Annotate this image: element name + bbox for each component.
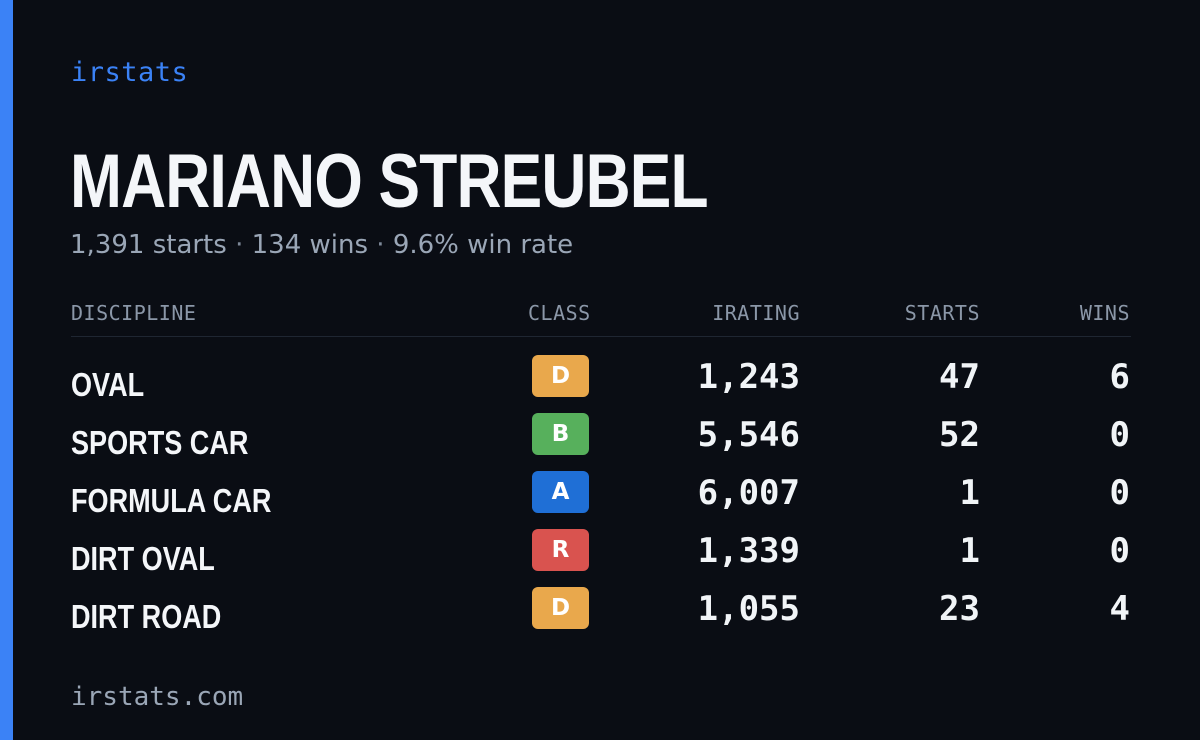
irating-value: 1,243 — [697, 357, 800, 397]
irating-value: 5,546 — [697, 415, 800, 455]
irating-value: 1,339 — [697, 531, 800, 571]
class-badge: D — [532, 355, 589, 397]
discipline-name: OVAL — [71, 366, 145, 403]
wins-value: 0 — [1109, 415, 1130, 455]
class-badge: D — [532, 587, 589, 629]
starts-value: 52 — [939, 415, 980, 455]
discipline-name: SPORTS CAR — [71, 424, 249, 461]
discipline-name: DIRT OVAL — [71, 540, 215, 577]
class-badge: A — [532, 471, 589, 513]
summary-separator: · — [376, 230, 385, 260]
total-starts: 1,391 starts — [70, 230, 227, 260]
brand-logo-text: irstats — [71, 57, 189, 88]
summary-separator: · — [235, 230, 244, 260]
starts-value: 1 — [959, 531, 980, 571]
discipline-name: DIRT ROAD — [71, 598, 222, 635]
discipline-table: DISCIPLINE CLASS IRATING STARTS WINS OVA… — [71, 298, 1131, 643]
class-badge: B — [532, 413, 589, 455]
table-body: OVAL D 1,243 47 6 SPORTS CAR B 5,546 52 … — [71, 353, 1131, 643]
irating-value: 1,055 — [697, 589, 800, 629]
total-wins: 134 wins — [251, 230, 369, 260]
header-starts: STARTS — [904, 301, 980, 325]
footer-url: irstats.com — [71, 682, 244, 712]
discipline-name: FORMULA CAR — [71, 482, 272, 519]
win-rate: 9.6% win rate — [392, 230, 574, 260]
header-irating: IRATING — [712, 301, 800, 325]
header-discipline: DISCIPLINE — [71, 301, 197, 325]
wins-value: 4 — [1109, 589, 1130, 629]
table-header: DISCIPLINE CLASS IRATING STARTS WINS — [71, 298, 1131, 337]
table-row: SPORTS CAR B 5,546 52 0 — [71, 411, 1131, 469]
career-summary: 1,391 starts · 134 wins · 9.6% win rate — [70, 228, 573, 262]
accent-bar — [0, 0, 13, 740]
starts-value: 47 — [939, 357, 980, 397]
wins-value: 6 — [1109, 357, 1130, 397]
header-class: CLASS — [528, 301, 591, 325]
table-row: OVAL D 1,243 47 6 — [71, 353, 1131, 411]
table-row: DIRT ROAD D 1,055 23 4 — [71, 585, 1131, 643]
starts-value: 1 — [959, 473, 980, 513]
wins-value: 0 — [1109, 473, 1130, 513]
table-row: DIRT OVAL R 1,339 1 0 — [71, 527, 1131, 585]
player-name: MARIANO STREUBEL — [70, 139, 709, 224]
wins-value: 0 — [1109, 531, 1130, 571]
header-wins: WINS — [1079, 301, 1130, 325]
irating-value: 6,007 — [697, 473, 800, 513]
table-row: FORMULA CAR A 6,007 1 0 — [71, 469, 1131, 527]
starts-value: 23 — [939, 589, 980, 629]
class-badge: R — [532, 529, 589, 571]
